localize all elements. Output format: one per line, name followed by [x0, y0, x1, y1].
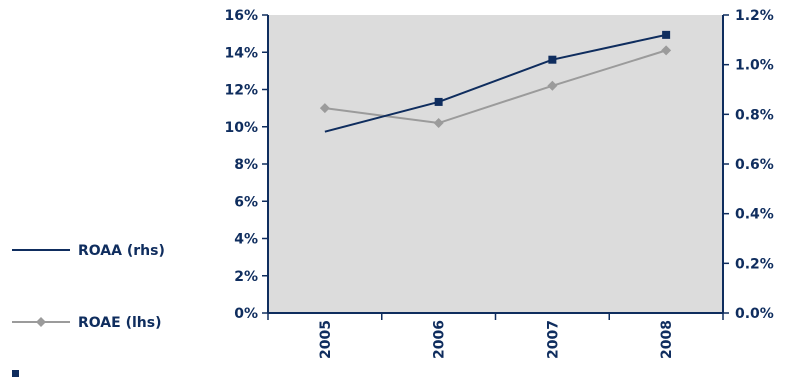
legend-label-roae: ROAE (lhs)	[78, 315, 161, 331]
x-tick-label: 2005	[318, 320, 334, 359]
data-point-roae	[319, 103, 330, 114]
y-left-tick-label: 12%	[224, 83, 258, 99]
y-left-tick-label: 2%	[234, 269, 258, 285]
legend-square-marker	[12, 370, 19, 377]
y-right-tick-label: 0.8%	[735, 107, 774, 123]
y-left-tick-label: 4%	[234, 232, 258, 248]
x-tick-label: 2007	[545, 320, 561, 359]
y-right-tick-label: 0.4%	[735, 207, 774, 223]
y-right-tick-label: 1.0%	[735, 58, 774, 74]
data-point-roae	[547, 80, 558, 91]
legend-label-roaa: ROAA (rhs)	[78, 243, 165, 259]
y-left-tick-label: 16%	[224, 8, 258, 24]
plot-area	[268, 15, 723, 313]
data-point-roaa	[662, 30, 671, 39]
x-tick-label: 2008	[659, 320, 675, 359]
data-point-roaa	[548, 55, 557, 64]
series-line-roae	[324, 49, 667, 125]
x-tick-label: 2006	[432, 320, 448, 359]
data-point-roae	[433, 118, 444, 129]
y-left-tick-label: 14%	[224, 45, 258, 61]
series-line-roaa	[324, 33, 667, 133]
y-right-tick-label: 0.2%	[735, 256, 774, 272]
y-left-tick-label: 6%	[234, 194, 258, 210]
y-right-tick-label: 0.6%	[735, 157, 774, 173]
y-right-tick-label: 1.2%	[735, 8, 774, 24]
legend-marker-roae	[36, 317, 46, 327]
data-point-roae	[661, 45, 672, 56]
data-point-roaa	[434, 97, 443, 106]
y-left-tick-label: 8%	[234, 157, 258, 173]
y-left-tick-label: 0%	[234, 306, 258, 322]
y-left-tick-label: 10%	[224, 120, 258, 136]
y-right-tick-label: 0.0%	[735, 306, 774, 322]
